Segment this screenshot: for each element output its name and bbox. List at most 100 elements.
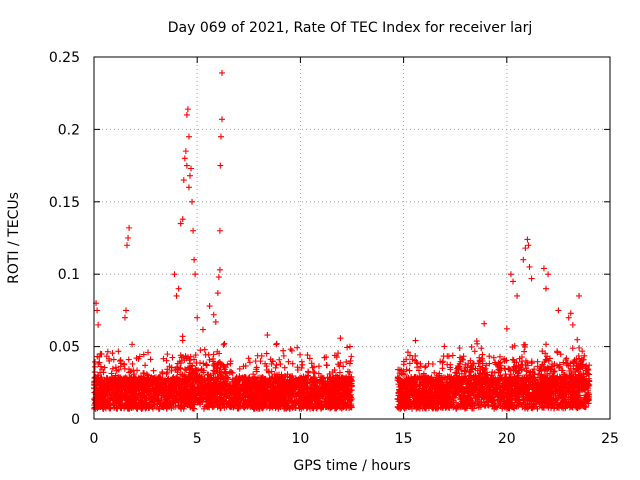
data-point <box>253 399 260 406</box>
data-point <box>320 402 327 409</box>
data-point <box>347 387 354 394</box>
data-point <box>242 377 249 384</box>
data-point <box>309 364 316 371</box>
data-point <box>327 378 334 385</box>
data-point <box>174 369 181 376</box>
data-point <box>262 402 269 409</box>
data-point <box>110 402 117 409</box>
data-point <box>98 366 105 373</box>
data-point <box>224 374 231 381</box>
data-point <box>491 359 498 366</box>
data-point <box>190 390 197 397</box>
data-point <box>276 375 283 382</box>
data-point <box>117 357 124 364</box>
data-point <box>301 376 308 383</box>
data-point <box>221 366 228 373</box>
data-point <box>229 378 236 385</box>
data-point <box>472 395 479 402</box>
data-point <box>196 399 203 406</box>
data-point <box>181 389 188 396</box>
data-point <box>468 369 475 376</box>
data-point <box>106 405 113 412</box>
data-point <box>338 381 345 388</box>
data-point <box>316 378 323 385</box>
data-point <box>200 360 207 367</box>
data-point <box>290 386 297 393</box>
data-point <box>131 401 138 408</box>
data-point <box>267 380 274 387</box>
data-point <box>220 390 227 397</box>
data-point <box>164 366 171 373</box>
data-point <box>264 390 271 397</box>
data-point <box>470 405 477 412</box>
data-point <box>145 349 152 356</box>
data-point <box>135 384 142 391</box>
data-point <box>294 377 301 384</box>
data-point <box>234 405 241 412</box>
data-point <box>495 363 502 370</box>
data-point <box>217 391 224 398</box>
data-point <box>431 369 438 376</box>
data-point <box>220 384 227 391</box>
data-point <box>139 381 146 388</box>
data-point <box>101 383 108 390</box>
data-point <box>507 367 514 374</box>
data-point <box>162 378 169 385</box>
data-point <box>157 381 164 388</box>
data-point <box>276 356 283 363</box>
data-point <box>209 385 216 392</box>
chart-title: Day 069 of 2021, Rate Of TEC Index for r… <box>168 20 533 36</box>
data-point <box>203 361 210 368</box>
data-point <box>568 369 575 376</box>
data-point <box>287 405 294 412</box>
data-point <box>217 360 224 367</box>
data-point <box>165 393 172 400</box>
data-point <box>109 365 116 372</box>
data-point <box>145 392 152 399</box>
data-point <box>488 372 495 379</box>
data-point <box>268 398 275 405</box>
data-point <box>348 401 355 408</box>
data-point <box>112 364 119 371</box>
data-point <box>129 376 136 383</box>
data-point <box>228 396 235 403</box>
data-point <box>319 403 326 410</box>
data-point <box>122 385 129 392</box>
data-point <box>205 399 212 406</box>
data-point <box>306 392 313 399</box>
data-point <box>216 359 223 366</box>
data-point <box>197 347 204 354</box>
data-point <box>205 351 212 358</box>
data-point <box>97 363 104 370</box>
data-point <box>249 391 256 398</box>
data-point <box>538 366 545 373</box>
data-point <box>267 389 274 396</box>
data-point <box>111 375 118 382</box>
data-point <box>129 341 136 348</box>
data-point <box>277 402 284 409</box>
data-point <box>281 399 288 406</box>
data-point <box>123 390 130 397</box>
data-point <box>196 390 203 397</box>
data-point <box>273 340 280 347</box>
data-point <box>346 405 353 412</box>
data-point <box>134 379 141 386</box>
data-point <box>415 367 422 374</box>
data-point <box>163 357 170 364</box>
data-point <box>489 369 496 376</box>
data-point <box>268 360 275 367</box>
data-point <box>225 376 232 383</box>
data-point <box>191 374 198 381</box>
data-point <box>93 388 100 395</box>
data-point <box>95 360 102 367</box>
data-point <box>263 398 270 405</box>
data-point <box>409 356 416 363</box>
data-point <box>164 402 171 409</box>
data-point <box>523 374 530 381</box>
data-point <box>199 326 206 333</box>
data-point <box>114 387 121 394</box>
data-point <box>269 374 276 381</box>
data-point <box>323 362 330 369</box>
data-point <box>334 382 341 389</box>
data-point <box>266 369 273 376</box>
